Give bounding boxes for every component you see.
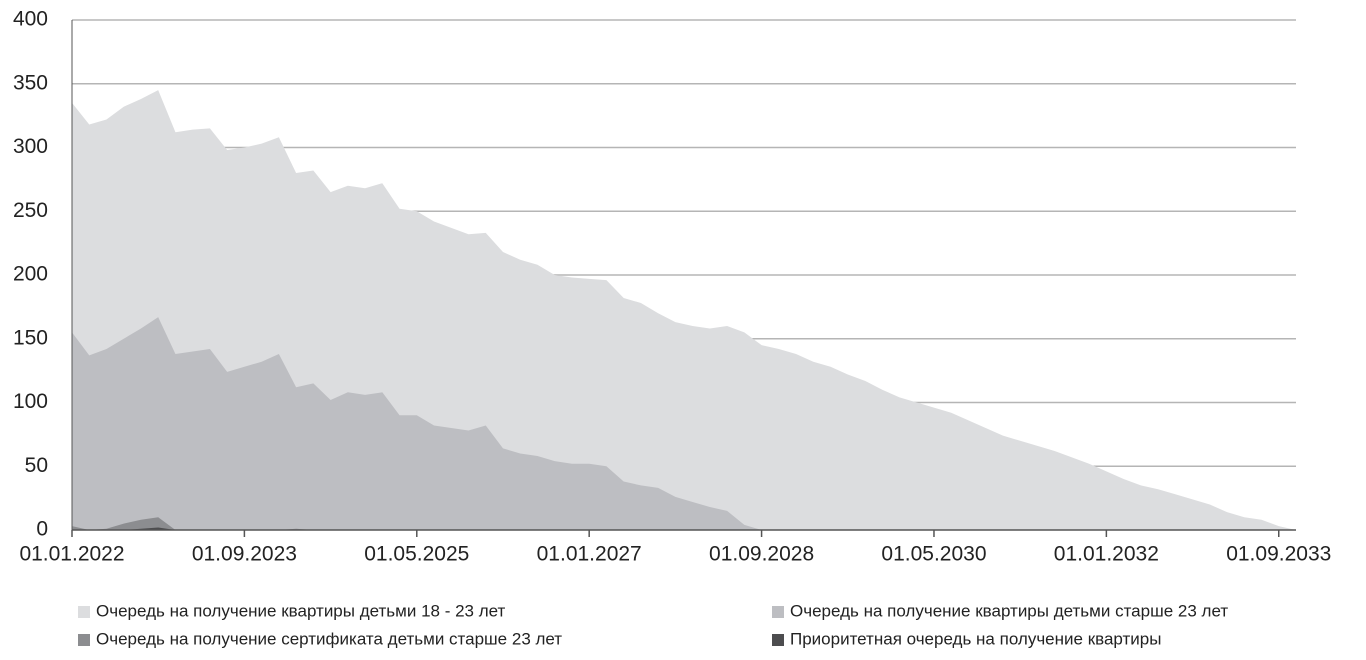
y-tick-label: 350	[13, 71, 48, 94]
y-tick-label: 250	[13, 199, 48, 222]
x-tick-label: 01.09.2028	[709, 543, 814, 566]
legend-swatch	[78, 606, 90, 618]
x-tick-label: 01.01.2032	[1054, 543, 1159, 566]
legend-swatch	[78, 634, 90, 646]
y-tick-label: 400	[13, 8, 48, 31]
legend-label: Очередь на получение сертификата детьми …	[96, 629, 562, 648]
y-tick-label: 150	[13, 326, 48, 349]
y-tick-label: 200	[13, 263, 48, 286]
x-tick-label: 01.01.2027	[537, 543, 642, 566]
y-tick-label: 0	[36, 518, 48, 541]
legend-label: Приоритетная очередь на получение кварти…	[790, 629, 1161, 648]
legend-label: Очередь на получение квартиры детьми 18 …	[96, 601, 506, 620]
x-tick-label: 01.09.2033	[1226, 543, 1331, 566]
legend-label: Очередь на получение квартиры детьми ста…	[790, 601, 1228, 620]
area	[72, 317, 1296, 530]
x-tick-label: 01.05.2025	[364, 543, 469, 566]
y-tick-label: 100	[13, 390, 48, 413]
y-tick-label: 50	[25, 454, 48, 477]
x-tick-label: 01.05.2030	[881, 543, 986, 566]
x-tick-label: 01.09.2023	[192, 543, 297, 566]
y-tick-label: 300	[13, 135, 48, 158]
legend-swatch	[772, 606, 784, 618]
legend-swatch	[772, 634, 784, 646]
x-tick-label: 01.01.2022	[19, 543, 124, 566]
